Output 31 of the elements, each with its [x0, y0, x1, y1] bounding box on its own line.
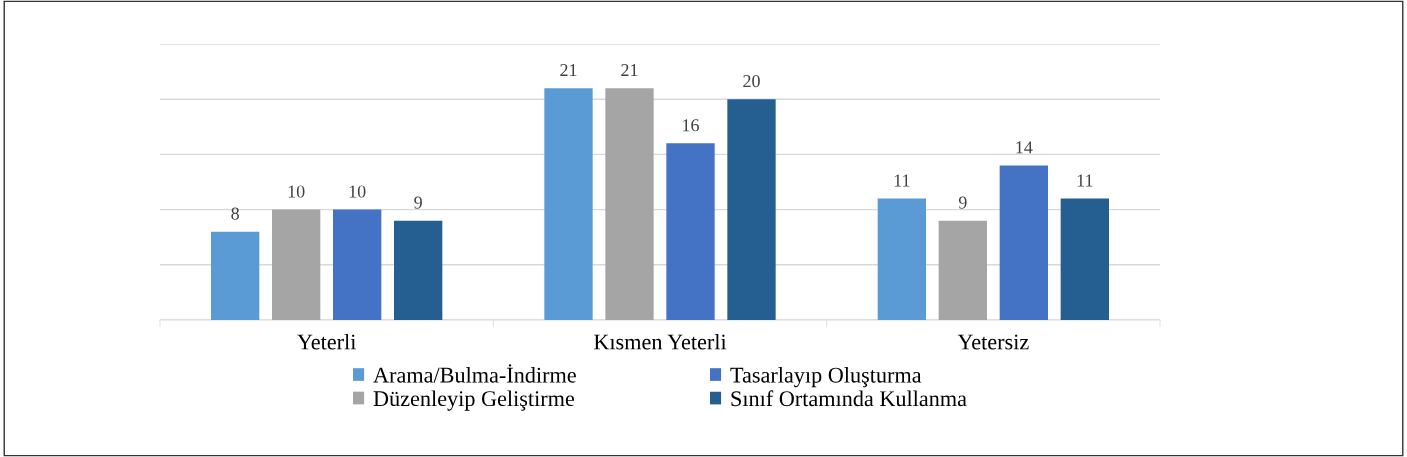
data-label: 9: [958, 196, 967, 209]
legend-label: Tasarlayıp Oluşturma: [730, 366, 922, 388]
bar: [1060, 198, 1109, 320]
data-label: 20: [743, 75, 760, 88]
bar: [605, 88, 654, 320]
data-label: 21: [621, 64, 638, 76]
data-label: 11: [1077, 174, 1093, 187]
bar: [211, 231, 260, 320]
bar: [544, 88, 593, 320]
bar: [333, 209, 382, 320]
data-label: 21: [560, 64, 577, 76]
legend-label: Düzenleyip Geliştirme: [373, 390, 575, 411]
data-label: 10: [349, 185, 366, 198]
x-tick-label: Yetersiz: [957, 334, 1029, 350]
data-label: 8: [231, 207, 239, 220]
data-label: 10: [288, 185, 305, 198]
legend-label: Arama/Bulma-İndirme: [373, 364, 576, 383]
x-tick-label: Kısmen Yeterli: [593, 333, 727, 350]
data-label: 16: [683, 119, 699, 132]
bar: [666, 143, 715, 320]
data-label: 11: [894, 174, 910, 187]
data-label: 9: [414, 196, 422, 209]
x-tick-label: Yeterli: [297, 333, 356, 350]
bar: [877, 198, 926, 320]
legend-label: Sınıf Ortamında Kullanma: [731, 390, 967, 407]
bar: [999, 165, 1048, 320]
bar: [727, 99, 776, 320]
data-label: 14: [1016, 141, 1033, 154]
bar: [938, 220, 987, 320]
bar: [272, 209, 321, 320]
bar: [394, 220, 443, 320]
